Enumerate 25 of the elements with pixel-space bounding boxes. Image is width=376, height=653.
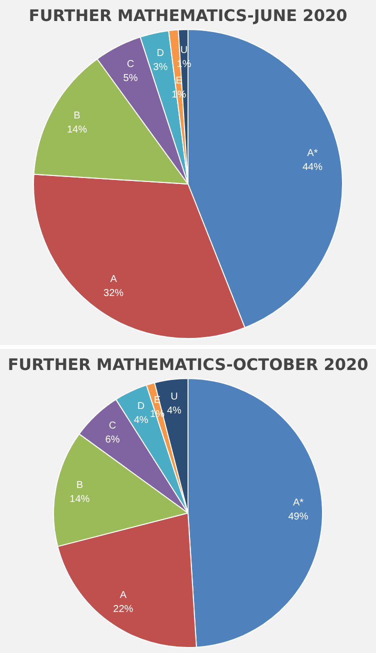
data-label: 14% [66,124,88,136]
slice-label: B [76,480,84,492]
data-label: 32% [104,288,124,300]
slice-label: U [170,391,178,402]
slice-label: A* [292,497,304,508]
data-label: 14% [70,494,90,506]
slice-label: D [137,400,145,412]
data-label: 4% [166,405,182,416]
data-label: 3% [153,62,168,74]
slice-label: C [126,58,134,70]
slice-label: A [120,590,127,601]
slice-label: A [110,274,118,286]
data-label: 4% [134,414,148,426]
data-label: 49% [288,511,308,522]
slice-label: D [156,48,164,60]
slice-label: U [180,45,188,56]
data-label: 22% [113,604,134,615]
slice-label: A* [307,148,318,160]
chart-title: FURTHER MATHEMATICS-OCTOBER 2020 [6,354,370,374]
data-label: 5% [123,72,138,84]
data-label: 6% [105,434,120,446]
slice-label: C [108,420,116,432]
slice-label: B [74,110,81,122]
data-label: 44% [302,162,323,174]
chart-title: FURTHER MATHEMATICS-JUNE 2020 [28,5,348,25]
